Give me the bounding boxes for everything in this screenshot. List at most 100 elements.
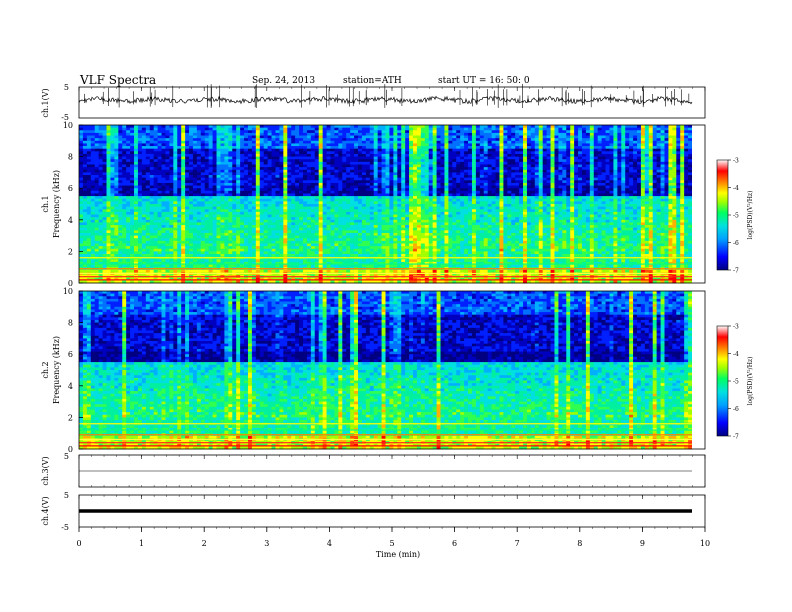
spectrogram-cell: [350, 135, 355, 139]
spectrogram-cell: [306, 196, 312, 200]
spectrogram-cell: [369, 164, 375, 168]
spectrogram-cell: [538, 193, 544, 197]
spectrogram-cell: [664, 201, 669, 205]
spectrogram-cell: [208, 135, 213, 139]
spectrogram-cell: [538, 182, 544, 186]
spectrogram-cell: [326, 159, 331, 163]
spectrogram-cell: [314, 153, 320, 157]
spectrogram-cell: [640, 196, 646, 200]
spectrogram-cell: [114, 159, 119, 163]
spectrogram-cell: [228, 164, 233, 168]
spectrogram-cell: [519, 138, 524, 142]
spectrogram-cell: [244, 196, 249, 200]
spectrogram-cell: [255, 153, 261, 157]
spectrogram-cell: [173, 164, 178, 168]
spectrogram-cell: [310, 135, 316, 139]
spectrogram-cell: [110, 132, 115, 136]
spectrogram-cell: [684, 198, 689, 202]
spectrogram-cell: [519, 159, 524, 163]
spectrogram-cell: [306, 175, 312, 179]
spectrogram-cell: [346, 143, 351, 147]
spectrogram-cell: [247, 156, 253, 160]
spectrogram-cell: [291, 156, 296, 160]
spectrogram-cell: [240, 146, 245, 150]
spectrogram-cell: [204, 190, 210, 194]
spectrogram-cell: [495, 132, 500, 136]
spectrogram-cell: [177, 180, 182, 184]
spectrogram-cell: [263, 188, 269, 192]
spectrogram-cell: [79, 143, 84, 147]
spectrogram-cell: [357, 132, 363, 136]
spectrogram-cell: [342, 138, 347, 142]
spectrogram-cell: [114, 161, 119, 165]
spectrogram-cell: [593, 151, 599, 155]
spectrogram-cell: [177, 161, 182, 165]
spectrogram-cell: [130, 172, 135, 176]
spectrogram-cell: [98, 143, 103, 147]
spectrogram-cell: [393, 196, 398, 200]
spectrogram-cell: [554, 198, 559, 202]
spectrogram-cell: [672, 180, 677, 184]
spectrogram-cell: [118, 188, 123, 192]
spectrogram-cell: [177, 185, 182, 189]
spectrogram-cell: [495, 167, 500, 171]
spectrogram-cell: [82, 127, 88, 131]
spectrogram-cell: [314, 138, 320, 142]
spectrogram-cell: [581, 156, 587, 160]
spectrogram-cell: [570, 188, 575, 192]
spectrogram-cell: [137, 156, 143, 160]
spectrogram-cell: [216, 190, 221, 194]
spectrogram-cell: [523, 151, 528, 155]
spectrogram-cell: [597, 130, 603, 134]
spectrogram-cell: [196, 130, 202, 134]
spectrogram-cell: [326, 196, 331, 200]
spectrogram-cell: [130, 143, 135, 147]
spectrogram-cell: [534, 151, 540, 155]
spectrogram-cell: [444, 175, 449, 179]
spectrogram-cell: [676, 148, 681, 152]
spectrogram-cell: [141, 188, 147, 192]
spectrogram-cell: [90, 127, 96, 131]
spectrogram-cell: [625, 172, 630, 176]
spectrogram-cell: [200, 198, 206, 202]
spectrogram-cell: [676, 132, 681, 136]
spectrogram-cell: [574, 204, 579, 208]
spectrogram-cell: [302, 167, 308, 171]
spectrogram-cell: [550, 127, 555, 131]
spectrogram-cell: [350, 161, 355, 165]
spectrogram-cell: [385, 156, 390, 160]
spectrogram-cell: [228, 135, 233, 139]
spectrogram-cell: [314, 180, 320, 184]
spectrogram-cell: [523, 135, 528, 139]
spectrogram-cell: [137, 138, 143, 142]
spectrogram-cell: [275, 146, 280, 150]
spectrogram-cell: [660, 172, 665, 176]
spectrogram-cell: [593, 196, 599, 200]
spectrogram-cell: [456, 153, 461, 157]
spectrogram-cell: [452, 159, 457, 163]
spectrogram-cell: [240, 153, 245, 157]
spectrogram-cell: [295, 127, 300, 131]
spectrogram-cell: [656, 127, 661, 131]
spectrogram-cell: [538, 135, 544, 139]
spectrogram-cell: [240, 159, 245, 163]
spectrogram-cell: [468, 146, 473, 150]
spectrogram-cell: [247, 140, 253, 144]
spectrogram-cell: [468, 169, 473, 173]
spectrogram-cell: [247, 148, 253, 152]
spectrogram-cell: [585, 180, 591, 184]
spectrogram-cell: [585, 151, 591, 155]
spectrogram-cell: [428, 180, 434, 184]
spectrogram-cell: [98, 146, 103, 150]
spectrogram-cell: [110, 159, 115, 163]
spectrogram-cell: [609, 180, 614, 184]
spectrogram-cell: [660, 169, 665, 173]
spectrogram-cell: [617, 125, 622, 129]
spectrogram-cell: [86, 130, 92, 134]
spectrogram-cell: [271, 204, 276, 208]
spectrogram-cell: [636, 125, 642, 129]
spectrogram-cell: [456, 130, 461, 134]
spectrogram-cell: [342, 167, 347, 171]
spectrogram-cell: [236, 125, 241, 129]
spectrogram-cell: [668, 159, 673, 163]
